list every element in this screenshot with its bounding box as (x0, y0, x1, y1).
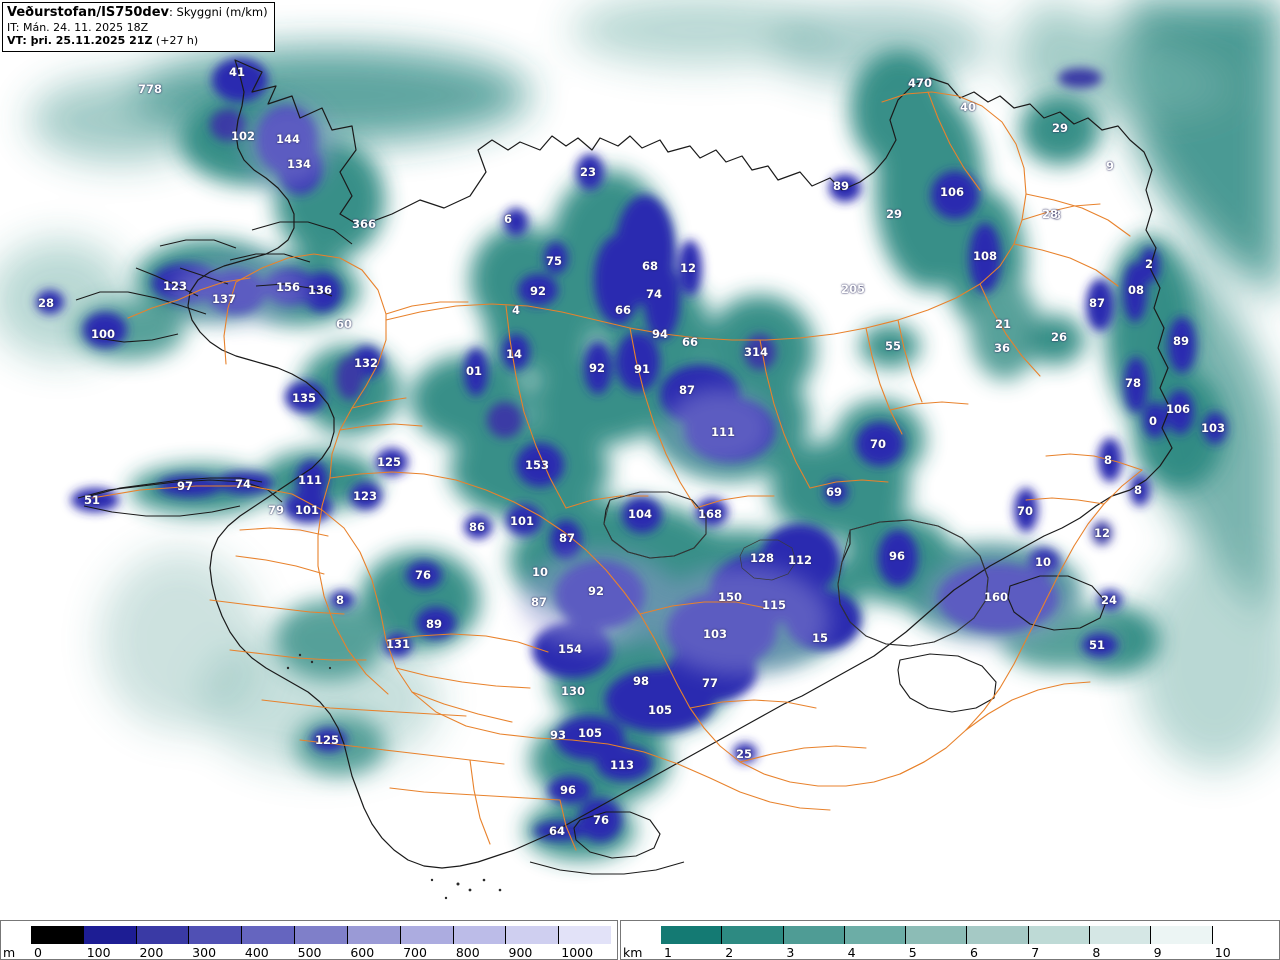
model-name: Veðurstofan/IS750dev (7, 5, 170, 20)
legend-swatch (1028, 926, 1091, 944)
legend-row: 0 100 200 300 400 500 600 700 800 900 1000 m 1 2 3 4 5… (0, 920, 1280, 960)
legend-tick: 200 (139, 945, 164, 960)
legend-tick: 5 (908, 945, 917, 960)
valid-time-value: VT: þri. 25.11.2025 21Z (7, 34, 153, 48)
legend-tick: 700 (403, 945, 427, 960)
legend-swatch (783, 926, 845, 944)
legend-km-unit: km (623, 945, 643, 960)
legend-swatch (400, 926, 454, 944)
legend-swatch (559, 926, 611, 944)
legend-tick: 8 (1092, 945, 1101, 960)
legend-tick: 0 (34, 945, 42, 960)
legend-swatch (453, 926, 507, 944)
legend-swatch (722, 926, 784, 944)
legend-swatch (661, 926, 723, 944)
legend-tick: 7 (1031, 945, 1040, 960)
model-title-line: Veðurstofan/IS750dev: Skyggni (m/km) (7, 5, 268, 21)
legend-tick: 900 (508, 945, 533, 960)
legend-swatch (1090, 926, 1152, 944)
legend-tick: 2 (725, 945, 734, 960)
legend-tick: 100 (86, 945, 111, 960)
map-graphics (0, 0, 1280, 900)
legend-tick: 800 (455, 945, 480, 960)
legend-tick: 9 (1153, 945, 1162, 960)
legend-swatch (242, 926, 296, 944)
legend-tick: 6 (970, 945, 978, 960)
legend-swatch (506, 926, 560, 944)
model-parameter: : Skyggni (m/km) (169, 5, 268, 19)
legend-swatch (844, 926, 907, 944)
road-network (91, 91, 1143, 851)
legend-swatch (83, 926, 137, 944)
legend-swatch (189, 926, 243, 944)
legend-km-swatches (621, 926, 1279, 944)
legend-tick: 4 (847, 945, 856, 960)
legend-km-ticks: 1 2 3 4 5 6 7 8 9 10 (621, 945, 1279, 960)
legend-swatch (136, 926, 190, 944)
lead-time-value: (+27 h) (152, 34, 199, 48)
legend-m-swatches (1, 926, 617, 944)
legend-tick: 10 (1214, 945, 1231, 960)
legend-visibility-meters[interactable]: 0 100 200 300 400 500 600 700 800 900 1000 m (0, 920, 618, 960)
legend-tick: 1 (664, 945, 672, 960)
legend-swatch (906, 926, 968, 944)
legend-swatch (347, 926, 401, 944)
legend-swatch (31, 926, 84, 944)
valid-time-line: VT: þri. 25.11.2025 21Z (+27 h) (7, 34, 268, 47)
legend-swatch (967, 926, 1029, 944)
legend-tick: 400 (244, 945, 269, 960)
legend-swatch (1212, 926, 1273, 944)
model-info-box: Veðurstofan/IS750dev: Skyggni (m/km) IT:… (2, 2, 275, 52)
legend-swatch (1151, 926, 1213, 944)
legend-tick: 500 (297, 945, 322, 960)
blue-halo (170, 100, 1073, 675)
legend-m-unit: m (3, 945, 16, 960)
legend-tick: 600 (350, 945, 375, 960)
legend-tick: 300 (192, 945, 217, 960)
map-canvas[interactable]: 778 41 102 144 134 366 123 137 156 136 60 28 100 132 1… (0, 0, 1280, 920)
legend-m-ticks: 0 100 200 300 400 500 600 700 800 900 1000 (1, 945, 617, 960)
legend-visibility-kilometers[interactable]: 1 2 3 4 5 6 7 8 9 10 km (620, 920, 1280, 960)
legend-swatch (295, 926, 348, 944)
init-time-line: IT: Mán. 24. 11. 2025 18Z (7, 20, 149, 34)
legend-tick: 3 (786, 945, 795, 960)
glacier-outlines (603, 491, 989, 647)
island-speckles (286, 653, 502, 900)
legend-tick: 1000 (561, 945, 594, 960)
